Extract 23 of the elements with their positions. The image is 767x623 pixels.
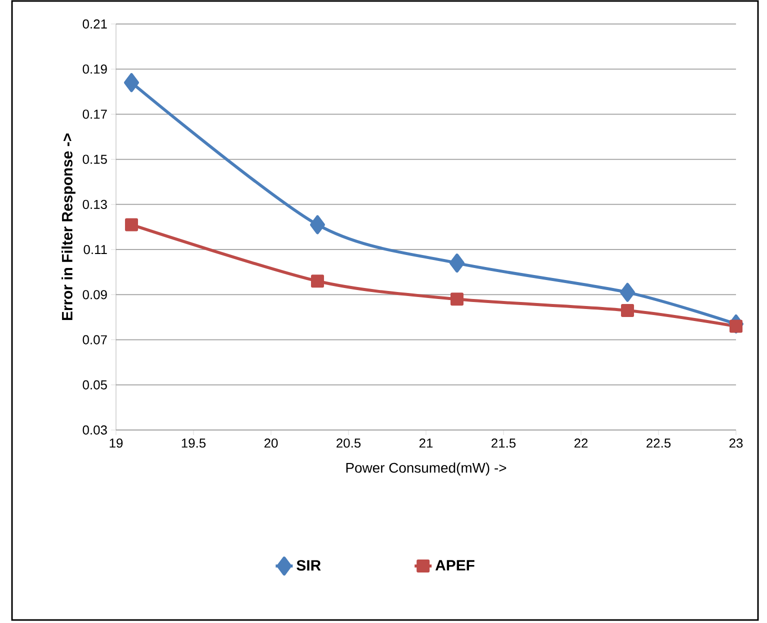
x-tick-label: 22.5 [646, 438, 671, 448]
x-tick-label: 20.5 [336, 438, 361, 448]
x-tick-label: 22 [574, 438, 588, 448]
legend-label: APEF [435, 560, 474, 570]
x-tick-label: 23 [729, 438, 743, 448]
y-tick-label: 0.19 [82, 64, 107, 74]
x-tick-label: 21 [419, 438, 433, 448]
x-axis-title: Power Consumed(mW) -> [346, 462, 506, 476]
x-tick-label: 21.5 [492, 438, 516, 448]
y-tick-label: 0.07 [82, 335, 107, 344]
y-tick-label: 0.13 [82, 200, 107, 210]
y-axis-title: Error in Filter Response -> [62, 134, 76, 320]
y-tick-label: 0.15 [82, 154, 107, 164]
x-tick-label: 20 [264, 438, 278, 448]
y-tick-label: 0.05 [82, 380, 107, 390]
y-tick-label: 0.03 [82, 425, 107, 435]
x-tick-label: 19 [110, 438, 123, 448]
y-tick-label: 0.09 [82, 290, 107, 300]
y-tick-label: 0.21 [82, 19, 107, 29]
y-tick-label: 0.11 [84, 244, 107, 254]
legend-label: SIR [296, 560, 321, 571]
y-tick-label: 0.17 [82, 110, 107, 119]
x-tick-label: 19.5 [182, 438, 206, 448]
